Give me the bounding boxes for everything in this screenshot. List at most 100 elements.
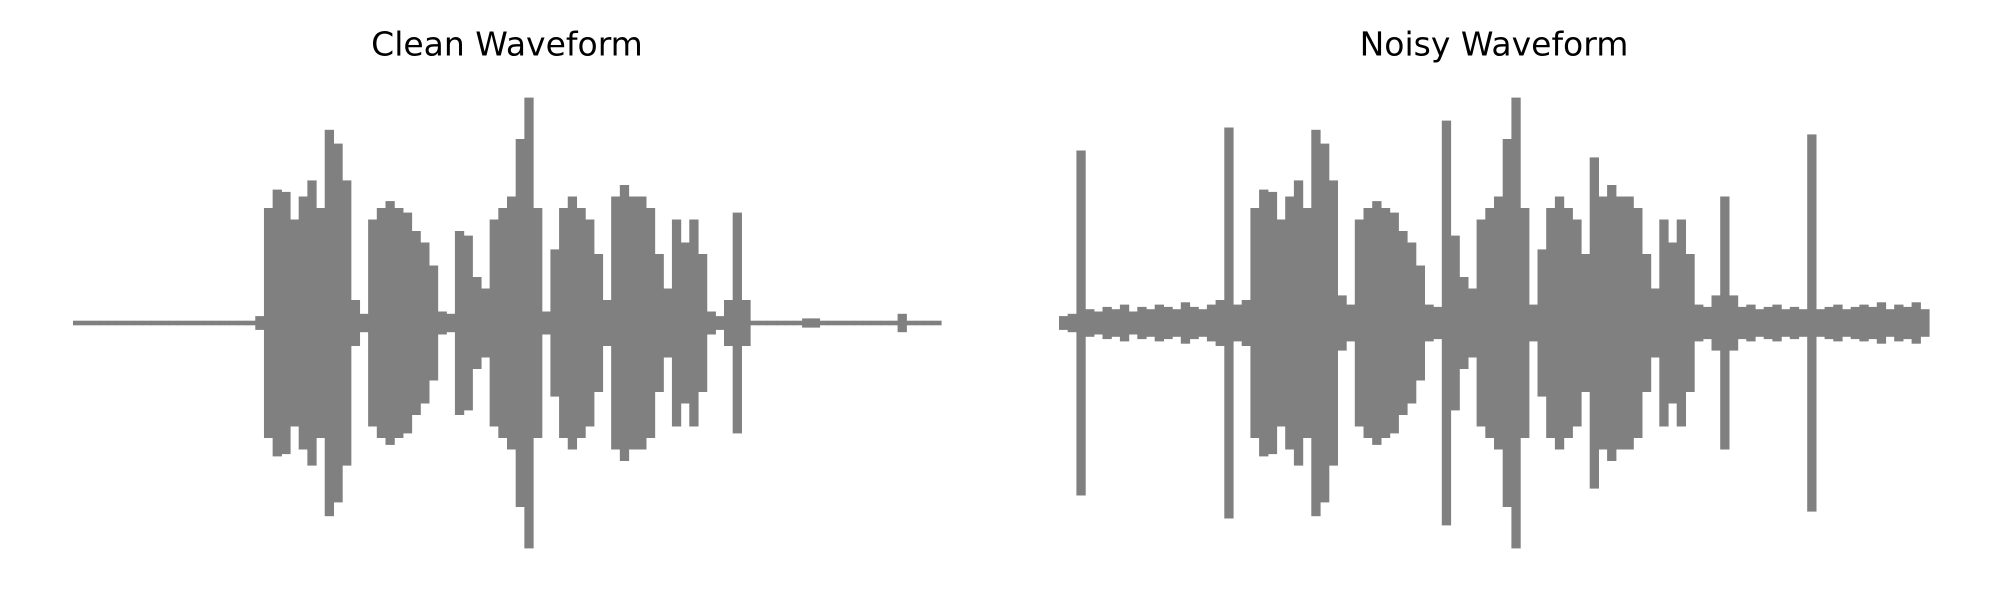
waveform-segment xyxy=(1128,311,1138,335)
waveform-segment xyxy=(159,320,170,326)
waveform-segment xyxy=(767,320,777,326)
waveform-segment xyxy=(897,313,907,333)
waveform-segment xyxy=(1398,231,1408,415)
waveform-segment xyxy=(489,219,499,427)
waveform-segment xyxy=(793,320,803,326)
waveform-segment xyxy=(446,313,456,333)
waveform-segment xyxy=(1380,208,1391,438)
waveform-segment xyxy=(342,180,352,466)
waveform-segment xyxy=(1581,254,1591,392)
waveform-segment xyxy=(1894,304,1904,342)
waveform-segment xyxy=(1215,300,1225,346)
waveform-segment xyxy=(272,189,282,457)
waveform-segment xyxy=(1337,295,1347,351)
waveform-segment xyxy=(689,219,699,427)
waveform-segment xyxy=(871,320,881,326)
waveform-segment xyxy=(680,242,690,404)
waveform-segment xyxy=(1363,208,1373,438)
waveform-segment xyxy=(810,318,821,328)
waveform-segment xyxy=(1233,304,1243,342)
waveform-segment xyxy=(663,288,673,358)
waveform-segment xyxy=(906,320,916,326)
waveform-segment xyxy=(151,320,161,326)
waveform-segment xyxy=(1833,304,1843,342)
waveform-segment xyxy=(1659,219,1669,427)
waveform-segment xyxy=(1615,196,1626,450)
waveform-segment xyxy=(932,320,942,326)
waveform-segment xyxy=(177,320,187,326)
waveform-segment xyxy=(1059,316,1069,330)
waveform-segment xyxy=(550,249,560,397)
waveform-segment xyxy=(645,208,656,438)
waveform-segment xyxy=(1372,201,1382,445)
waveform-segment xyxy=(654,254,664,392)
waveform-segment xyxy=(1859,304,1869,342)
waveform-segment xyxy=(854,320,864,326)
waveform-segment xyxy=(1424,304,1434,342)
waveform-segment xyxy=(758,320,768,326)
waveform-segment xyxy=(142,320,152,326)
waveform-segment xyxy=(819,320,829,326)
waveform-segment xyxy=(1276,219,1286,427)
waveform-segment xyxy=(1206,304,1217,342)
waveform-segment xyxy=(637,196,647,450)
waveform-segment xyxy=(1789,306,1800,340)
waveform-segment xyxy=(1415,265,1425,381)
waveform-segment xyxy=(845,320,855,326)
chart-title: Clean Waveform xyxy=(371,25,643,64)
waveform-segment xyxy=(1285,196,1295,450)
waveform-segment xyxy=(1554,196,1565,450)
waveform-segment xyxy=(454,231,465,415)
waveform-segment xyxy=(1702,306,1713,340)
waveform-segment xyxy=(628,196,638,450)
waveform-segment xyxy=(515,139,525,507)
waveform-segment xyxy=(1311,129,1321,517)
waveform-segment xyxy=(1807,134,1817,512)
waveform-segment xyxy=(1720,196,1730,450)
waveform-segment xyxy=(1119,304,1130,342)
waveform-segment xyxy=(1633,208,1643,438)
waveform-segment xyxy=(90,320,100,326)
waveform-segment xyxy=(246,320,256,326)
waveform-segment xyxy=(1537,249,1547,397)
waveform-segment xyxy=(1163,306,1173,340)
waveform-segment xyxy=(1824,306,1834,340)
waveform-segment xyxy=(1850,306,1860,340)
waveform-segment xyxy=(1502,139,1512,507)
waveform-segment xyxy=(1546,208,1556,438)
waveform-segment xyxy=(263,208,274,438)
waveform-segment xyxy=(706,311,716,335)
waveform-segment xyxy=(1572,219,1582,427)
waveform-segment xyxy=(324,129,334,517)
waveform-segment xyxy=(1354,219,1365,427)
waveform-segment xyxy=(619,185,630,461)
waveform-segment xyxy=(1763,306,1773,340)
waveform-segment xyxy=(1685,254,1695,392)
waveform-segment xyxy=(724,300,734,346)
waveform-segment xyxy=(1259,189,1269,457)
waveform-segment xyxy=(350,300,361,346)
waveform-segment xyxy=(1511,97,1521,549)
waveform-segment xyxy=(1441,120,1452,526)
waveform-segment xyxy=(211,320,222,326)
waveform-segment xyxy=(1746,304,1756,342)
waveform-segment xyxy=(1902,306,1913,340)
waveform-segment xyxy=(732,212,742,434)
waveform-segment xyxy=(1328,180,1338,466)
waveform-segment xyxy=(1389,212,1399,434)
waveform-segment xyxy=(1476,219,1486,427)
waveform-segment xyxy=(1111,309,1121,337)
waveform-segment xyxy=(394,208,404,438)
waveform-segment xyxy=(923,320,933,326)
waveform-segment xyxy=(1433,306,1443,340)
waveform-segment xyxy=(1885,309,1895,337)
waveform-segment xyxy=(1728,295,1739,351)
waveform-segment xyxy=(836,320,847,326)
waveform-segment xyxy=(828,320,838,326)
waveform-segment xyxy=(1198,309,1208,337)
waveform-segment xyxy=(316,208,326,438)
waveform-segment xyxy=(1815,309,1826,337)
waveform-segment xyxy=(1146,309,1156,337)
waveform-segment xyxy=(472,277,482,369)
